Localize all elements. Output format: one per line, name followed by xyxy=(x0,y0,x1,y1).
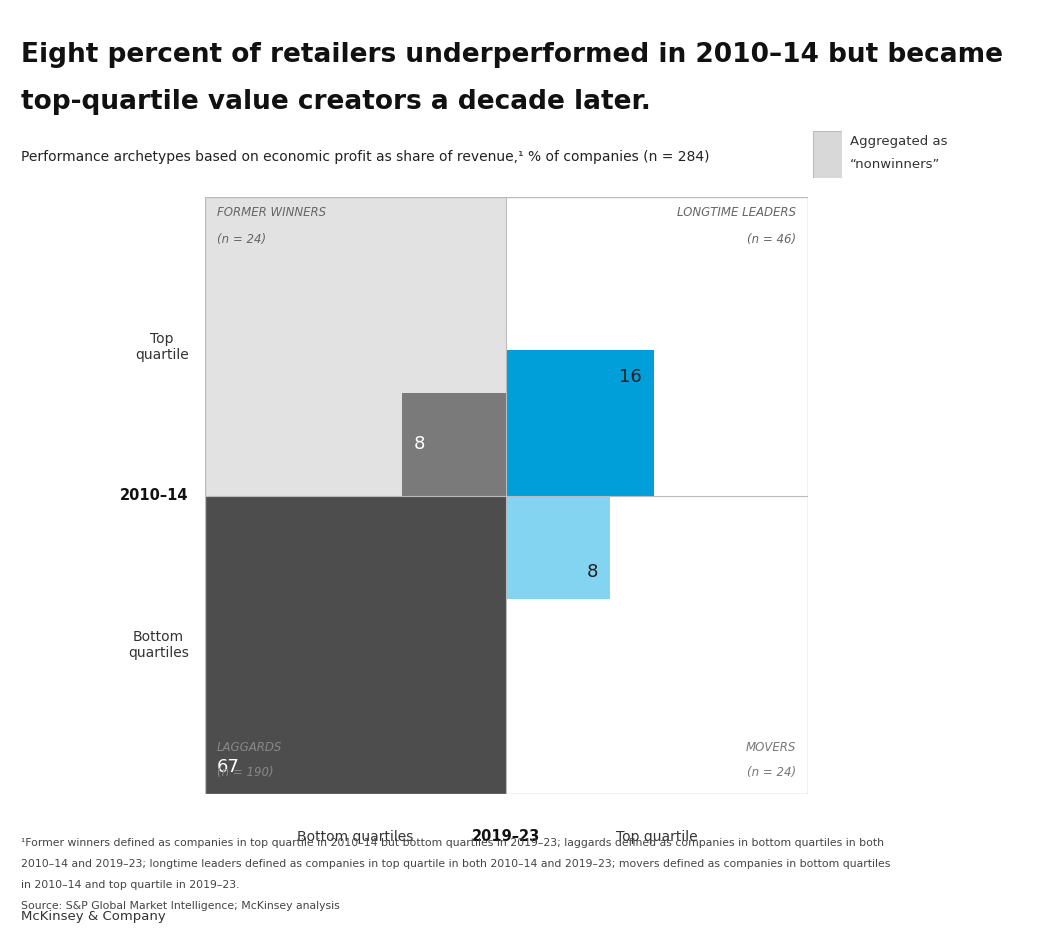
Text: (n = 46): (n = 46) xyxy=(747,233,796,246)
Text: Eight percent of retailers underperformed in 2010–14 but became: Eight percent of retailers underperforme… xyxy=(21,42,1003,69)
Bar xyxy=(205,496,506,794)
Text: LAGGARDS: LAGGARDS xyxy=(217,741,282,754)
Text: Aggregated as: Aggregated as xyxy=(850,135,947,149)
Text: in 2010–14 and top quartile in 2019–23.: in 2010–14 and top quartile in 2019–23. xyxy=(21,880,239,890)
Text: 67: 67 xyxy=(217,759,239,776)
Text: Performance archetypes based on economic profit as share of revenue,¹ % of compa: Performance archetypes based on economic… xyxy=(21,150,709,164)
Text: (n = 24): (n = 24) xyxy=(747,766,796,779)
Bar xyxy=(205,496,506,794)
Text: 2010–14: 2010–14 xyxy=(121,489,189,503)
Text: Top
quartile: Top quartile xyxy=(135,332,189,362)
Text: 2019–23: 2019–23 xyxy=(472,829,540,844)
Text: Source: S&P Global Market Intelligence; McKinsey analysis: Source: S&P Global Market Intelligence; … xyxy=(21,901,340,911)
Bar xyxy=(506,197,808,496)
Text: ¹Former winners defined as companies in top quartile in 2010–14 but bottom quart: ¹Former winners defined as companies in … xyxy=(21,838,884,849)
Text: Bottom quartiles: Bottom quartiles xyxy=(297,830,413,843)
Bar xyxy=(506,350,654,496)
Bar xyxy=(205,197,506,496)
Text: 16: 16 xyxy=(619,368,641,386)
Text: top-quartile value creators a decade later.: top-quartile value creators a decade lat… xyxy=(21,89,650,116)
Bar xyxy=(402,393,506,496)
Text: “nonwinners”: “nonwinners” xyxy=(850,158,940,171)
Text: MOVERS: MOVERS xyxy=(745,741,796,754)
Text: 8: 8 xyxy=(414,435,425,453)
Text: 2010–14 and 2019–23; longtime leaders defined as companies in top quartile in bo: 2010–14 and 2019–23; longtime leaders de… xyxy=(21,859,891,870)
Text: LONGTIME LEADERS: LONGTIME LEADERS xyxy=(677,207,796,219)
Text: Top quartile: Top quartile xyxy=(616,830,698,843)
Text: Bottom
quartiles: Bottom quartiles xyxy=(128,630,189,660)
Text: 8: 8 xyxy=(587,563,598,581)
Text: FORMER WINNERS: FORMER WINNERS xyxy=(217,207,326,219)
Text: (n = 24): (n = 24) xyxy=(217,233,265,246)
Bar xyxy=(506,496,611,599)
Text: McKinsey & Company: McKinsey & Company xyxy=(21,910,166,923)
Text: (n = 190): (n = 190) xyxy=(217,766,273,779)
Bar xyxy=(506,496,808,794)
